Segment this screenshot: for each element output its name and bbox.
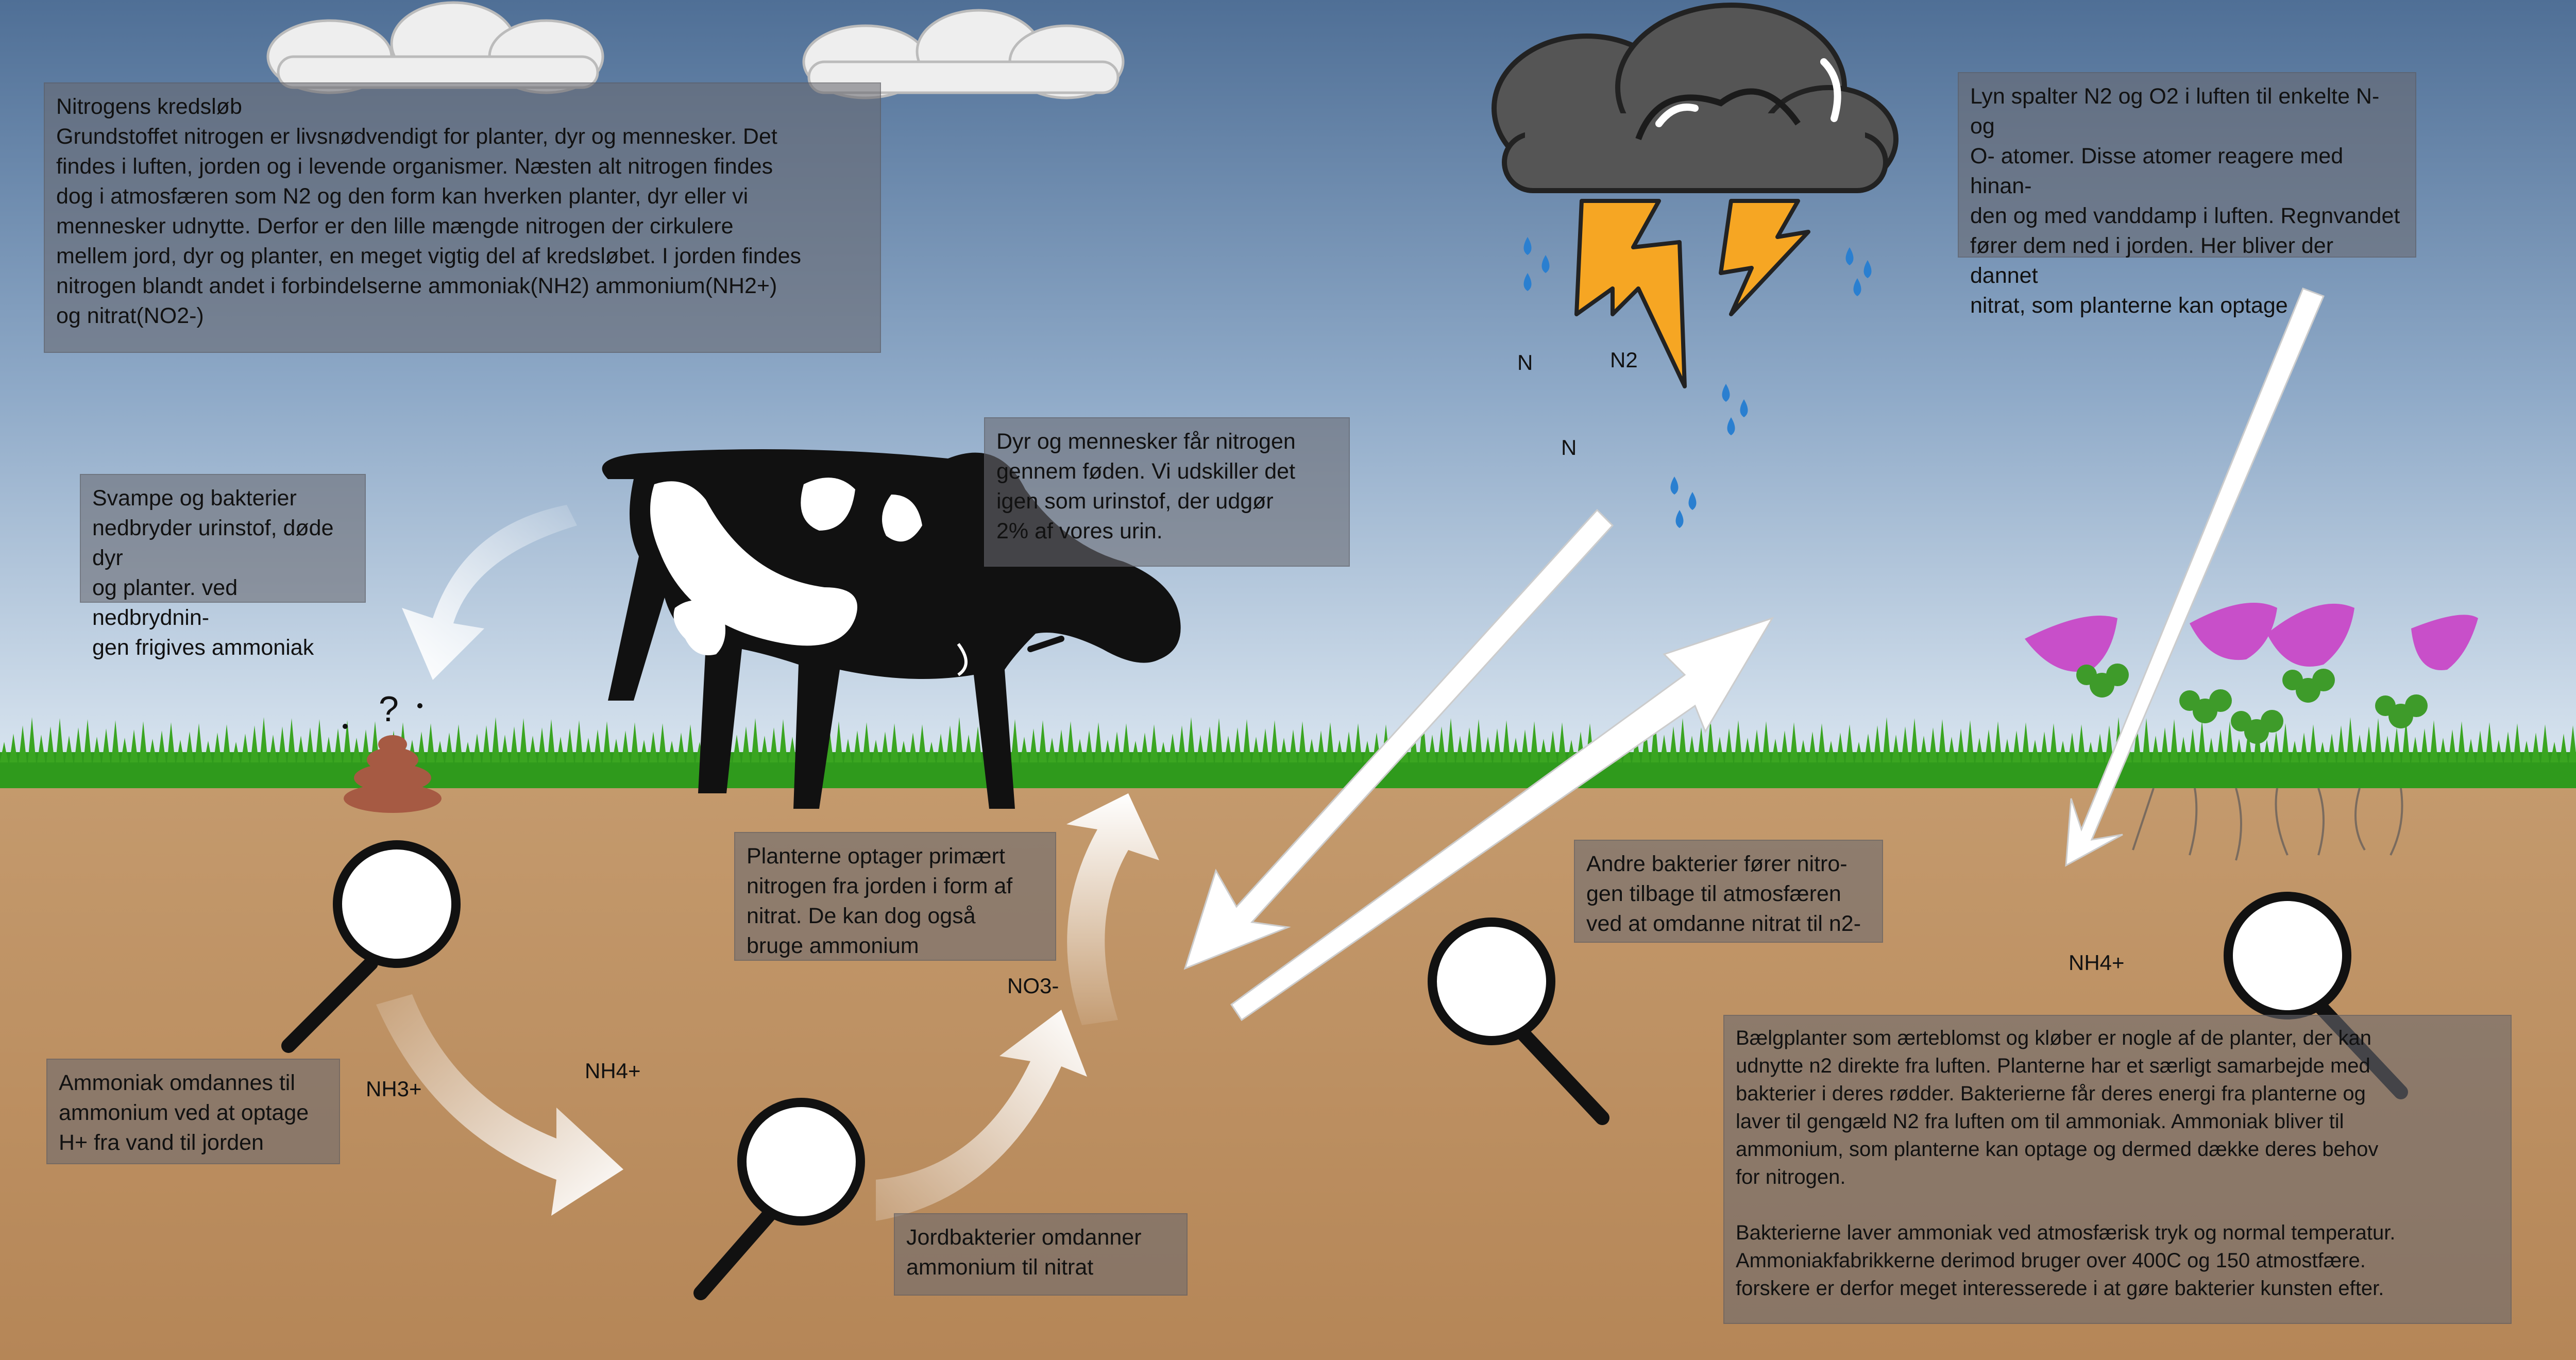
arrow-rain-to-soil [1183, 508, 1614, 970]
magnifier-icon [693, 1098, 865, 1300]
intro-box: Nitrogens kredsløb Grundstoffet nitrogen… [44, 82, 881, 353]
svg-text:?: ? [379, 689, 399, 729]
cloud-icon [266, 1, 604, 94]
legumes-box: Bælgplanter som ærteblomst og kløber er … [1723, 1015, 2512, 1324]
ammonia-box: Ammoniak omdannes til ammonium ved at op… [46, 1059, 340, 1164]
label-n-2: N [1561, 435, 1577, 460]
storm-cloud-icon [1492, 3, 1899, 193]
arrow-no3-to-plants [1066, 793, 1159, 1025]
arrow-lightning-to-plants [2065, 287, 2325, 867]
plants-box: Planterne optager primært nitrogen fra j… [734, 832, 1056, 961]
arrow-nh4-to-no3 [876, 1010, 1087, 1221]
label-nh3: NH3+ [366, 1077, 422, 1101]
cloud-icon [802, 9, 1125, 99]
lightning-icon [1574, 199, 1810, 388]
arrow-fungi-to-dung [402, 505, 577, 680]
fungi-box: Svampe og bakterier nedbryder urinstof, … [80, 474, 366, 660]
soil-bacteria-box: Jordbakterier omdanner ammonium til nitr… [894, 1213, 1188, 1296]
label-n2: N2 [1610, 348, 1638, 372]
label-no3: NO3- [1007, 974, 1059, 998]
denitrify-box: Andre bakterier fører nitro- gen tilbage… [1574, 840, 1883, 943]
arrow-nh3-to-nh4 [376, 994, 623, 1216]
label-n-1: N [1517, 350, 1533, 375]
legume-plants [2025, 603, 2478, 861]
dung-icon: ? [343, 689, 442, 813]
arrow-soil-to-atmosphere [1230, 617, 1774, 1022]
raindrops-icon [1523, 237, 1872, 528]
lightning-box: Lyn spalter N2 og O2 i luften til enkelt… [1958, 72, 2416, 318]
label-nh4-right: NH4+ [2069, 950, 2125, 975]
magnifier-icon [281, 840, 461, 1053]
magnifier-icon [1428, 917, 1609, 1125]
label-nh4-left: NH4+ [585, 1059, 641, 1083]
animals-box: Dyr og mennesker får nitrogen gennem fød… [984, 417, 1350, 567]
